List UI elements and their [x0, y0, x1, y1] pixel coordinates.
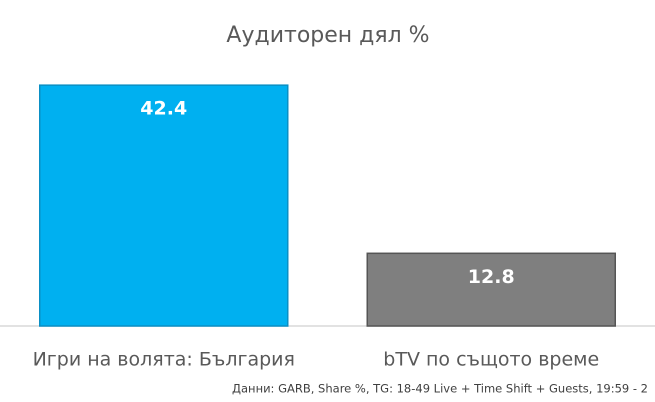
bar [366, 252, 616, 327]
chart-title: Аудиторен дял % [226, 23, 429, 48]
source-note: Данни: GARB, Share %, TG: 18-49 Live + T… [232, 382, 648, 396]
value-label: 42.4 [140, 98, 187, 120]
x-tick-label: bTV по същото време [383, 349, 599, 371]
value-label: 12.8 [468, 266, 515, 288]
x-tick-label: Игри на волята: България [33, 349, 295, 371]
bar [39, 84, 289, 327]
